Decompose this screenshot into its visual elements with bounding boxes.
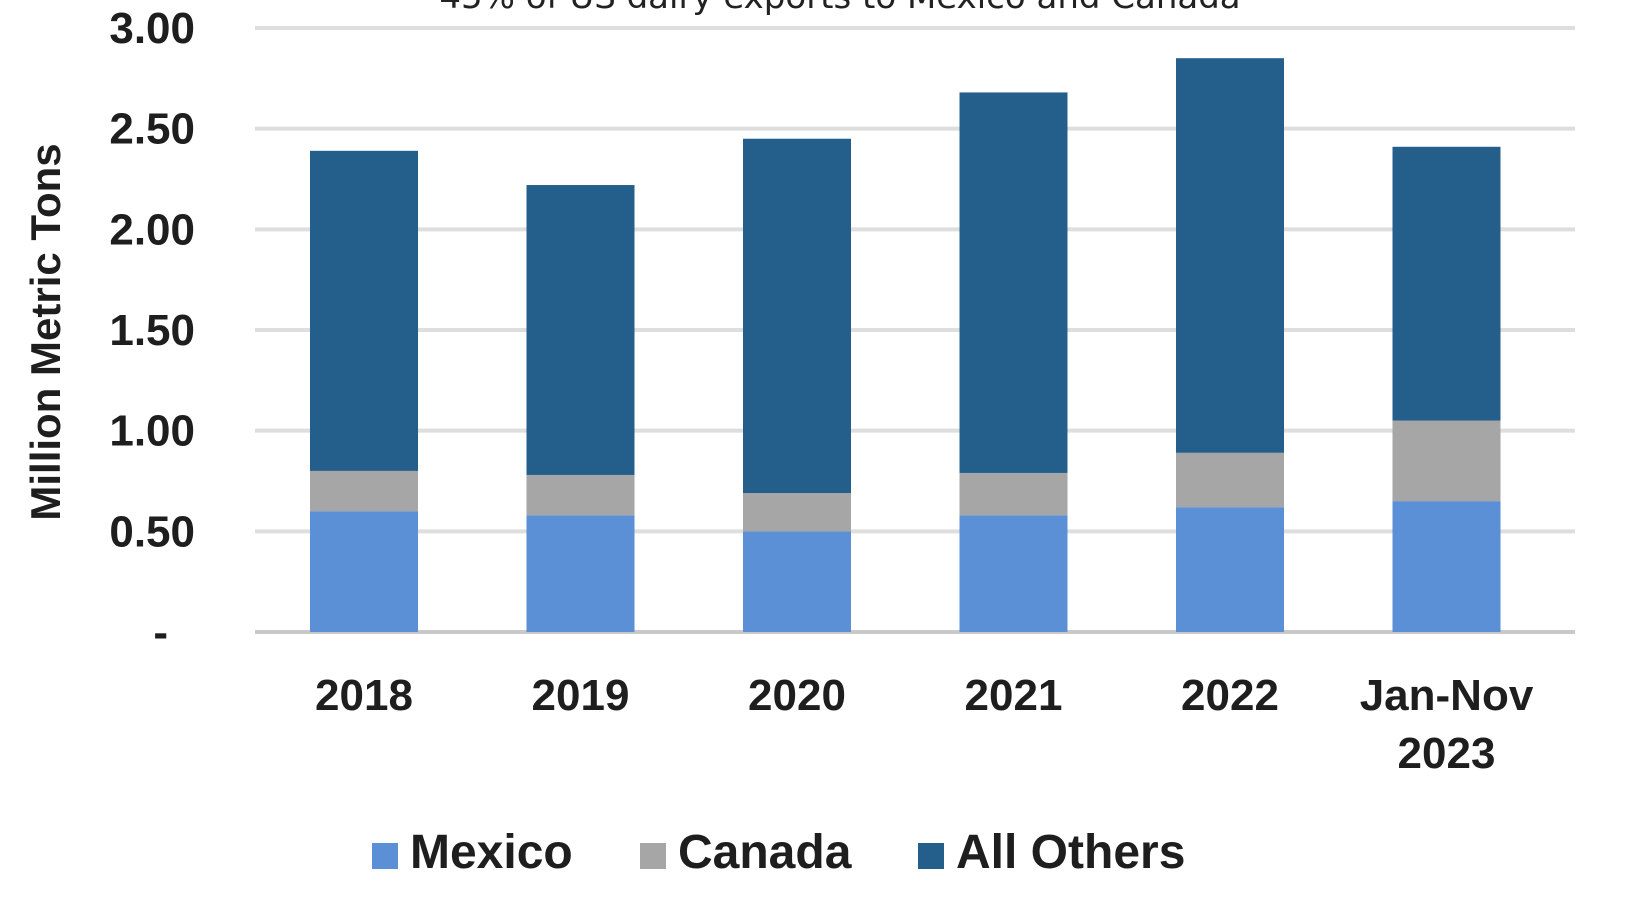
y-tick-label: 2.50 <box>109 105 195 154</box>
bar-segment-all-others <box>743 138 851 494</box>
bar-segment-all-others <box>959 92 1068 473</box>
bar-segment-canada <box>526 474 635 516</box>
bar-segment-canada <box>310 470 418 512</box>
y-axis-label: Million Metric Tons <box>22 143 69 520</box>
x-tick-label: 2023 <box>1398 729 1496 778</box>
x-tick-label: 2021 <box>965 671 1063 720</box>
bar-segment-mexico <box>743 531 851 632</box>
legend-label: All Others <box>956 826 1185 879</box>
bar-segment-canada <box>959 472 1068 516</box>
y-tick-label: 0.50 <box>109 507 195 556</box>
y-tick-label: - <box>153 608 168 657</box>
chart-title: 45% of US dairy exports to Mexico and Ca… <box>439 0 1240 17</box>
legend-label: Mexico <box>410 826 573 879</box>
bar-segment-mexico <box>526 515 635 632</box>
x-tick-label: 2020 <box>748 671 846 720</box>
bar-segment-canada <box>1176 452 1284 508</box>
x-tick-label: 2022 <box>1181 671 1279 720</box>
bar-segment-canada <box>743 493 851 532</box>
plot-area <box>310 58 1501 632</box>
bar-segment-all-others <box>526 185 635 475</box>
y-tick-label: 3.00 <box>109 4 195 53</box>
bar-segment-mexico <box>1392 501 1501 632</box>
legend-label: Canada <box>678 826 852 879</box>
x-axis: 2018 2019 2020 2021 2022 Jan-Nov 2023 <box>315 671 1534 778</box>
bar-segment-mexico <box>1176 507 1284 632</box>
bar-segment-all-others <box>1176 58 1284 453</box>
bar-segment-all-others <box>310 150 418 471</box>
y-tick-label: 2.00 <box>109 205 195 254</box>
legend: Mexico Canada All Others <box>372 826 1185 879</box>
x-tick-label: Jan-Nov <box>1360 671 1534 720</box>
bar-segment-canada <box>1392 420 1501 502</box>
y-axis: - 0.50 1.00 1.50 2.00 2.50 3.00 <box>109 4 195 657</box>
gridlines <box>255 26 1575 634</box>
legend-swatch <box>918 843 944 869</box>
bar-segment-mexico <box>310 511 418 632</box>
x-tick-label: 2019 <box>532 671 630 720</box>
x-tick-label: 2018 <box>315 671 413 720</box>
legend-swatch <box>640 843 666 869</box>
bar-segment-mexico <box>959 515 1068 632</box>
y-tick-label: 1.00 <box>109 407 195 456</box>
legend-swatch <box>372 843 398 869</box>
y-tick-label: 1.50 <box>109 306 195 355</box>
bar-segment-all-others <box>1392 146 1501 421</box>
